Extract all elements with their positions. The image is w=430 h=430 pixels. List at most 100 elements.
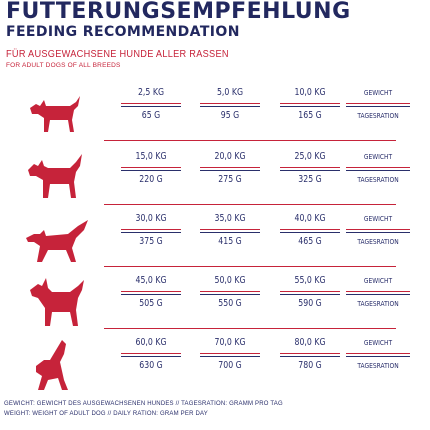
- ration-overline: [121, 356, 181, 358]
- feeding-row-group: 15,0 KG 20,0 KG 25,0 KG GEWICHT 220 G 275 G 32…: [0, 148, 430, 210]
- ration-value: 780 G: [298, 360, 322, 371]
- ration-value: 275 G: [218, 174, 242, 185]
- weight-row: 60,0 KG 70,0 KG 80,0 KG GEWICHT: [0, 337, 430, 357]
- ration-value: 700 G: [218, 360, 242, 371]
- ration-value: 65 G: [141, 110, 161, 121]
- ration-value: 465 G: [298, 236, 322, 247]
- weight-value: 80,0 KG: [294, 337, 326, 348]
- weight-value: 70,0 KG: [214, 337, 246, 348]
- ration-value: 165 G: [298, 110, 322, 121]
- weight-underline: [200, 353, 260, 355]
- giant-dog-icon: [22, 336, 92, 394]
- weight-row: 15,0 KG 20,0 KG 25,0 KG GEWICHT: [0, 151, 430, 171]
- ration-value: 375 G: [139, 236, 163, 247]
- weight-underline: [280, 291, 340, 293]
- weight-value: 45,0 KG: [135, 275, 167, 286]
- feeding-row-group: 60,0 KG 70,0 KG 80,0 KG GEWICHT 630 G 700 G 78…: [0, 334, 430, 396]
- weight-label: GEWICHT: [363, 153, 393, 161]
- row-separator: [104, 328, 396, 329]
- weight-underline: [121, 167, 181, 169]
- ration-label: TAGESRATION: [357, 238, 399, 246]
- weight-underline: [121, 229, 181, 231]
- weight-value: 50,0 KG: [214, 275, 246, 286]
- audience-de: FÜR AUSGEWACHSENE HUNDE ALLER RASSEN: [6, 49, 229, 60]
- ration-value: 630 G: [139, 360, 163, 371]
- weight-label-underline: [346, 353, 410, 355]
- weight-label: GEWICHT: [363, 215, 393, 223]
- row-separator: [104, 204, 396, 205]
- ration-label-overline: [346, 232, 410, 234]
- page-title: FÜTTERUNGSEMPFEHLUNG: [6, 0, 351, 24]
- small-dog-icon: [22, 86, 92, 144]
- weight-row: 2,5 KG 5,0 KG 10,0 KG GEWICHT: [0, 87, 430, 107]
- medium-dog-icon: [22, 212, 92, 270]
- weight-value: 20,0 KG: [214, 151, 246, 162]
- weight-value: 60,0 KG: [135, 337, 167, 348]
- weight-label: GEWICHT: [363, 89, 393, 97]
- feeding-row-group: 30,0 KG 35,0 KG 40,0 KG GEWICHT 375 G 415 G 46…: [0, 210, 430, 272]
- weight-underline: [280, 103, 340, 105]
- ration-row: 505 G 550 G 590 G TAGESRATION: [0, 294, 430, 318]
- weight-value: 2,5 KG: [137, 87, 165, 98]
- ration-overline: [200, 294, 260, 296]
- ration-overline: [121, 294, 181, 296]
- ration-value: 505 G: [139, 298, 163, 309]
- weight-row: 45,0 KG 50,0 KG 55,0 KG GEWICHT: [0, 275, 430, 295]
- weight-label: GEWICHT: [363, 339, 393, 347]
- weight-label-underline: [346, 103, 410, 105]
- ration-value: 550 G: [218, 298, 242, 309]
- weight-value: 25,0 KG: [294, 151, 326, 162]
- ration-row: 220 G 275 G 325 G TAGESRATION: [0, 170, 430, 194]
- weight-label-underline: [346, 167, 410, 169]
- weight-label-underline: [346, 229, 410, 231]
- ration-label: TAGESRATION: [357, 300, 399, 308]
- weight-label: GEWICHT: [363, 277, 393, 285]
- weight-value: 15,0 KG: [135, 151, 167, 162]
- audience-en: FOR ADULT DOGS OF ALL BREEDS: [6, 62, 121, 69]
- ration-label: TAGESRATION: [357, 112, 399, 120]
- ration-overline: [200, 356, 260, 358]
- feeding-row-group: 2,5 KG 5,0 KG 10,0 KG GEWICHT 65 G 95 G 165 G T…: [0, 84, 430, 146]
- ration-value: 325 G: [298, 174, 322, 185]
- ration-label-overline: [346, 170, 410, 172]
- ration-overline: [200, 106, 260, 108]
- weight-value: 5,0 KG: [216, 87, 244, 98]
- weight-value: 30,0 KG: [135, 213, 167, 224]
- weight-row: 30,0 KG 35,0 KG 40,0 KG GEWICHT: [0, 213, 430, 233]
- weight-underline: [121, 353, 181, 355]
- weight-underline: [200, 103, 260, 105]
- weight-value: 55,0 KG: [294, 275, 326, 286]
- ration-overline: [280, 294, 340, 296]
- weight-value: 40,0 KG: [294, 213, 326, 224]
- weight-underline: [121, 103, 181, 105]
- medium-small-dog-icon: [22, 150, 92, 208]
- ration-overline: [121, 106, 181, 108]
- ration-row: 375 G 415 G 465 G TAGESRATION: [0, 232, 430, 256]
- weight-value: 35,0 KG: [214, 213, 246, 224]
- weight-underline: [280, 229, 340, 231]
- ration-overline: [200, 170, 260, 172]
- ration-overline: [280, 106, 340, 108]
- ration-value: 95 G: [220, 110, 240, 121]
- ration-value: 590 G: [298, 298, 322, 309]
- ration-label-overline: [346, 106, 410, 108]
- weight-underline: [200, 229, 260, 231]
- ration-row: 65 G 95 G 165 G TAGESRATION: [0, 106, 430, 130]
- footer-note-en: WEIGHT: WEIGHT OF ADULT DOG // DAILY RAT…: [4, 411, 208, 417]
- row-separator: [104, 140, 396, 141]
- row-separator: [104, 266, 396, 267]
- ration-label: TAGESRATION: [357, 176, 399, 184]
- ration-label: TAGESRATION: [357, 362, 399, 370]
- weight-underline: [200, 167, 260, 169]
- weight-underline: [280, 353, 340, 355]
- ration-value: 220 G: [139, 174, 163, 185]
- weight-underline: [280, 167, 340, 169]
- ration-value: 415 G: [218, 236, 242, 247]
- ration-overline: [200, 232, 260, 234]
- footer-note-de: GEWICHT: GEWICHT DES AUSGEWACHSENEN HUND…: [4, 401, 283, 407]
- weight-underline: [121, 291, 181, 293]
- ration-label-overline: [346, 294, 410, 296]
- feeding-row-group: 45,0 KG 50,0 KG 55,0 KG GEWICHT 505 G 550 G 59…: [0, 272, 430, 334]
- ration-row: 630 G 700 G 780 G TAGESRATION: [0, 356, 430, 380]
- large-dog-icon: [22, 274, 92, 332]
